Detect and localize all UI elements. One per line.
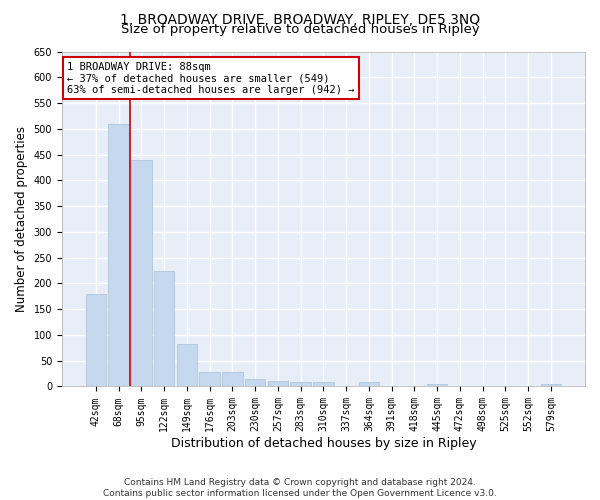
Bar <box>359 382 379 386</box>
Bar <box>268 382 288 386</box>
Bar <box>86 294 106 386</box>
Text: 1 BROADWAY DRIVE: 88sqm
← 37% of detached houses are smaller (549)
63% of semi-d: 1 BROADWAY DRIVE: 88sqm ← 37% of detache… <box>67 62 355 94</box>
Bar <box>290 382 311 386</box>
Text: Size of property relative to detached houses in Ripley: Size of property relative to detached ho… <box>121 22 479 36</box>
Bar <box>131 160 152 386</box>
Y-axis label: Number of detached properties: Number of detached properties <box>15 126 28 312</box>
Bar <box>541 384 561 386</box>
Bar <box>109 124 129 386</box>
Bar <box>176 344 197 386</box>
Bar <box>245 378 265 386</box>
Text: 1, BROADWAY DRIVE, BROADWAY, RIPLEY, DE5 3NQ: 1, BROADWAY DRIVE, BROADWAY, RIPLEY, DE5… <box>120 12 480 26</box>
Text: Contains HM Land Registry data © Crown copyright and database right 2024.
Contai: Contains HM Land Registry data © Crown c… <box>103 478 497 498</box>
Bar <box>199 372 220 386</box>
X-axis label: Distribution of detached houses by size in Ripley: Distribution of detached houses by size … <box>170 437 476 450</box>
Bar <box>427 384 448 386</box>
Bar <box>313 382 334 386</box>
Bar <box>154 270 175 386</box>
Bar <box>222 372 242 386</box>
